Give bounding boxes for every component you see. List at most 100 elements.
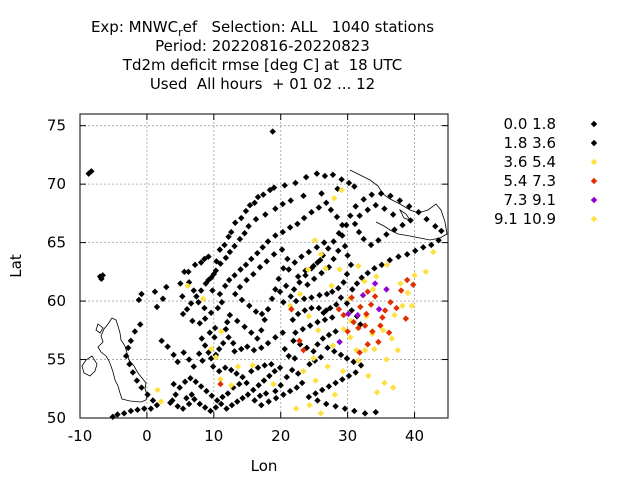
data-point-series-2 (244, 343, 251, 350)
data-point-series-1 (236, 380, 243, 388)
data-point-series-2 (323, 400, 330, 408)
data-point-series-1 (234, 398, 241, 405)
data-point-series-2 (190, 363, 197, 370)
data-point-series-1 (344, 252, 351, 259)
data-point-series-3 (373, 389, 381, 396)
data-point-series-1 (280, 265, 287, 272)
data-point-series-1 (364, 269, 371, 277)
data-point-series-1 (221, 364, 229, 371)
data-point-series-2 (164, 343, 171, 350)
data-point-series-1 (179, 293, 186, 300)
y-tick-label: 75 (47, 117, 66, 135)
data-point-series-1 (340, 279, 347, 286)
data-point-series-1 (306, 361, 313, 368)
data-point-series-1 (287, 197, 294, 204)
data-point-series-2 (291, 355, 298, 362)
data-point-series-2 (305, 393, 313, 401)
data-point-series-2 (264, 339, 272, 347)
data-point-series-2 (310, 262, 317, 270)
data-point-series-1 (292, 329, 299, 336)
data-point-series-1 (206, 329, 214, 336)
data-point-series-3 (296, 290, 304, 298)
data-point-series-5 (383, 286, 390, 293)
data-point-series-4 (385, 329, 393, 336)
data-point-series-1 (248, 329, 255, 336)
data-point-series-1 (177, 280, 184, 287)
data-point-series-3 (381, 379, 388, 387)
data-point-series-2 (332, 379, 339, 387)
data-point-series-1 (242, 207, 250, 215)
data-point-series-1 (176, 384, 183, 391)
data-point-series-4 (344, 328, 351, 335)
data-point-series-2 (313, 244, 321, 251)
data-point-series-1 (172, 391, 179, 398)
data-point-series-1 (197, 259, 205, 266)
data-point-series-4 (300, 346, 307, 354)
data-point-series-3 (347, 334, 354, 341)
data-point-series-2 (318, 269, 325, 277)
data-point-series-1 (315, 304, 323, 312)
data-point-series-1 (183, 394, 190, 402)
data-point-series-1 (129, 369, 137, 376)
data-point-series-5 (336, 338, 343, 346)
data-point-series-1 (272, 205, 279, 212)
data-point-series-2 (285, 266, 292, 273)
data-point-series-1 (250, 386, 257, 394)
data-point-series-1 (294, 220, 301, 228)
data-point-series-1 (261, 362, 268, 369)
data-point-series-1 (353, 280, 361, 287)
data-point-series-1 (256, 392, 264, 399)
data-point-series-1 (288, 366, 296, 374)
data-point-series-1 (238, 214, 245, 222)
data-point-series-5 (359, 292, 367, 299)
data-point-series-3 (304, 266, 312, 273)
data-point-series-2 (357, 362, 365, 369)
data-point-series-2 (372, 408, 379, 416)
data-point-series-3 (430, 248, 437, 256)
data-point-series-4 (364, 341, 371, 348)
data-point-series-1 (199, 357, 206, 364)
data-point-series-1 (266, 186, 274, 194)
data-point-series-4 (348, 294, 355, 301)
data-point-series-4 (296, 337, 303, 345)
data-point-series-5 (371, 280, 379, 287)
chart-title-line-2: Period: 20220816-20220823 (155, 37, 370, 55)
data-point-series-3 (391, 311, 398, 319)
data-point-series-4 (381, 307, 389, 314)
data-point-series-2 (195, 299, 202, 306)
data-point-series-1 (228, 366, 235, 374)
data-point-series-1 (351, 220, 359, 228)
data-point-series-1 (191, 261, 199, 269)
legend-marker (590, 177, 598, 185)
data-point-series-1 (283, 373, 290, 381)
data-point-series-1 (252, 216, 260, 223)
chart-title-line-1: Exp: MNWCref Selection: ALL 1040 station… (90, 18, 435, 39)
data-point-series-3 (249, 362, 256, 369)
y-tick-label: 55 (47, 351, 66, 369)
data-point-series-1 (187, 300, 195, 307)
data-point-series-1 (246, 302, 253, 309)
data-point-series-1 (151, 288, 159, 295)
data-point-series-1 (254, 335, 261, 342)
data-point-series-1 (395, 253, 402, 260)
data-point-series-2 (209, 287, 216, 294)
data-point-series-2 (314, 341, 321, 348)
data-point-series-1 (281, 182, 288, 189)
data-point-series-4 (364, 288, 371, 295)
data-point-series-3 (383, 261, 391, 269)
data-point-series-4 (340, 311, 347, 319)
data-point-series-1 (341, 242, 349, 250)
data-point-series-1 (345, 179, 353, 187)
data-point-series-1 (207, 309, 215, 316)
data-point-series-1 (203, 387, 210, 395)
data-point-series-1 (207, 407, 214, 415)
data-point-series-1 (268, 295, 276, 302)
data-point-series-1 (321, 172, 329, 180)
y-tick-label: 65 (47, 234, 66, 252)
data-point-series-1 (272, 394, 280, 402)
data-point-series-1 (278, 246, 286, 253)
data-point-series-4 (217, 380, 224, 388)
data-point-series-1 (386, 256, 393, 264)
data-point-series-1 (293, 384, 300, 391)
data-point-series-1 (383, 231, 390, 238)
